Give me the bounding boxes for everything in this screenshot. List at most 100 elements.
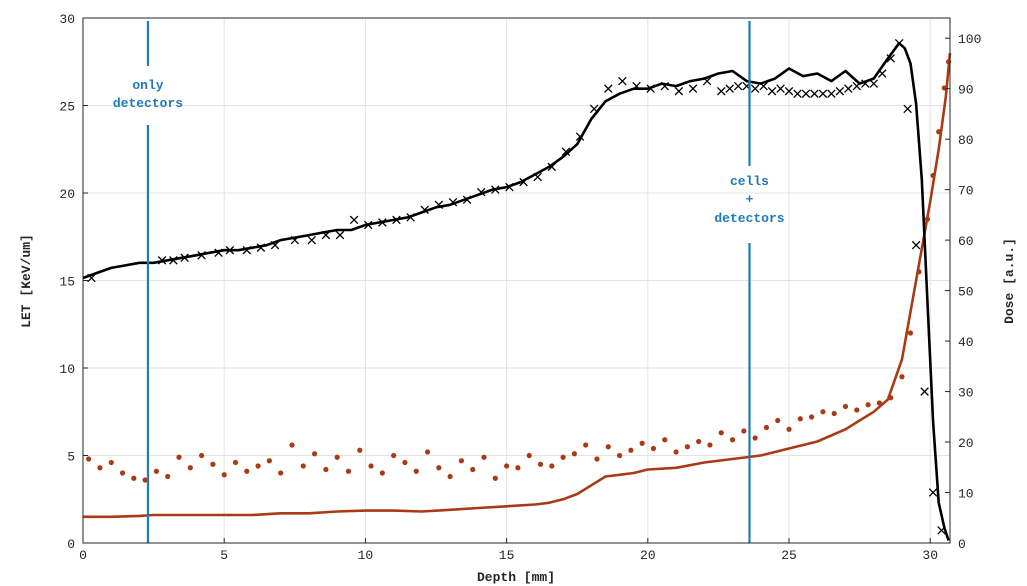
dot-marker: [526, 452, 532, 459]
x-marker: [434, 200, 444, 210]
x-marker: [420, 205, 429, 215]
x-marker: [87, 273, 96, 283]
x-marker: [363, 220, 373, 230]
x-marker: [861, 79, 870, 88]
x-marker: [270, 240, 280, 250]
x-marker: [646, 84, 655, 93]
y-left-tick-label: 15: [59, 275, 75, 290]
x-marker: [604, 84, 613, 93]
y-right-tick-label: 10: [958, 487, 974, 502]
y-right-tick-label: 80: [958, 133, 974, 148]
y-left-axis-label: LET [KeV/um]: [19, 234, 34, 328]
y-left-tick-label: 0: [67, 537, 75, 552]
dot-marker: [650, 445, 657, 452]
dot-marker: [537, 461, 544, 467]
series-layer: [82, 38, 952, 541]
x-tick-label: 10: [358, 548, 374, 563]
dot-marker: [842, 403, 849, 410]
dot-marker: [334, 454, 340, 460]
x-marker: [290, 235, 300, 245]
x-marker: [886, 54, 895, 63]
dot-marker: [820, 409, 826, 415]
x-marker: [894, 38, 904, 48]
dot-marker: [221, 472, 227, 478]
x-tick-label: 0: [79, 548, 87, 563]
x-marker: [491, 185, 500, 194]
cells-detectors-label-line-2: +: [746, 192, 754, 207]
dot-marker: [176, 454, 182, 460]
dot-marker: [673, 449, 679, 455]
y-right-tick-label: 70: [958, 184, 974, 199]
y-right-tick-label: 90: [958, 83, 974, 98]
dot-marker: [86, 456, 92, 462]
x-marker: [793, 89, 802, 98]
y-right-tick-label: 100: [958, 32, 981, 47]
x-marker: [321, 230, 331, 240]
dot-marker: [199, 452, 205, 459]
x-marker: [818, 89, 828, 98]
dot-marker: [809, 414, 815, 420]
dot-marker: [571, 451, 577, 457]
x-marker: [618, 76, 627, 86]
dot-marker: [210, 461, 216, 467]
dot-marker: [255, 463, 261, 469]
x-marker: [225, 245, 235, 255]
dot-marker: [187, 465, 193, 471]
dot-marker: [402, 459, 408, 466]
x-marker: [869, 79, 879, 88]
y-right-axis-label: Dose [a.u.]: [1002, 238, 1017, 324]
x-marker: [920, 387, 929, 396]
x-marker: [632, 81, 641, 91]
dot-marker: [391, 452, 397, 459]
x-marker: [937, 526, 946, 535]
x-tick-label: 20: [640, 548, 656, 563]
dot-marker: [481, 454, 487, 460]
x-marker: [378, 218, 387, 227]
dot-marker: [628, 447, 634, 453]
dot-marker: [266, 458, 272, 464]
x-marker: [801, 89, 811, 98]
x-marker: [928, 488, 938, 497]
dot-marker: [876, 400, 882, 406]
dot-marker: [941, 85, 947, 91]
y-right-tick-label: 20: [958, 436, 974, 451]
dot-marker: [899, 374, 905, 380]
dot-marker: [854, 407, 860, 413]
dot-marker: [131, 475, 137, 481]
dot-marker: [888, 395, 894, 401]
dot-marker: [165, 473, 171, 480]
x-marker: [750, 84, 760, 93]
x-marker: [767, 86, 777, 96]
series-3: [86, 59, 952, 483]
x-marker: [157, 256, 167, 265]
dot-marker: [345, 468, 352, 474]
dot-marker: [153, 468, 160, 474]
dot-marker: [142, 477, 148, 483]
cells-detectors-label-line-1: cells: [730, 174, 769, 189]
dot-marker: [278, 470, 284, 476]
dot-marker: [797, 416, 803, 422]
x-axis-label: Depth [mm]: [477, 570, 555, 585]
x-marker: [242, 245, 252, 255]
dot-marker: [470, 466, 476, 473]
dot-marker: [300, 463, 306, 469]
dot-marker: [907, 330, 914, 336]
dot-marker: [831, 410, 837, 417]
y-left-tick-label: 5: [67, 450, 75, 465]
dot-marker: [549, 463, 555, 469]
dot-marker: [662, 437, 668, 443]
series-1: [87, 38, 946, 535]
y-right-tick-label: 40: [958, 335, 974, 350]
dot-marker: [684, 444, 690, 450]
x-marker: [462, 195, 472, 204]
dot-marker: [707, 442, 713, 448]
dot-marker: [930, 172, 936, 179]
dot-marker: [594, 456, 600, 462]
dot-marker: [775, 417, 781, 424]
x-marker: [660, 81, 670, 91]
y-left-tick-label: 25: [59, 100, 75, 115]
dot-marker: [515, 465, 521, 471]
dot-marker: [108, 459, 114, 466]
annotation-only-detectors: only detectors: [113, 21, 183, 543]
dot-marker: [436, 465, 442, 471]
